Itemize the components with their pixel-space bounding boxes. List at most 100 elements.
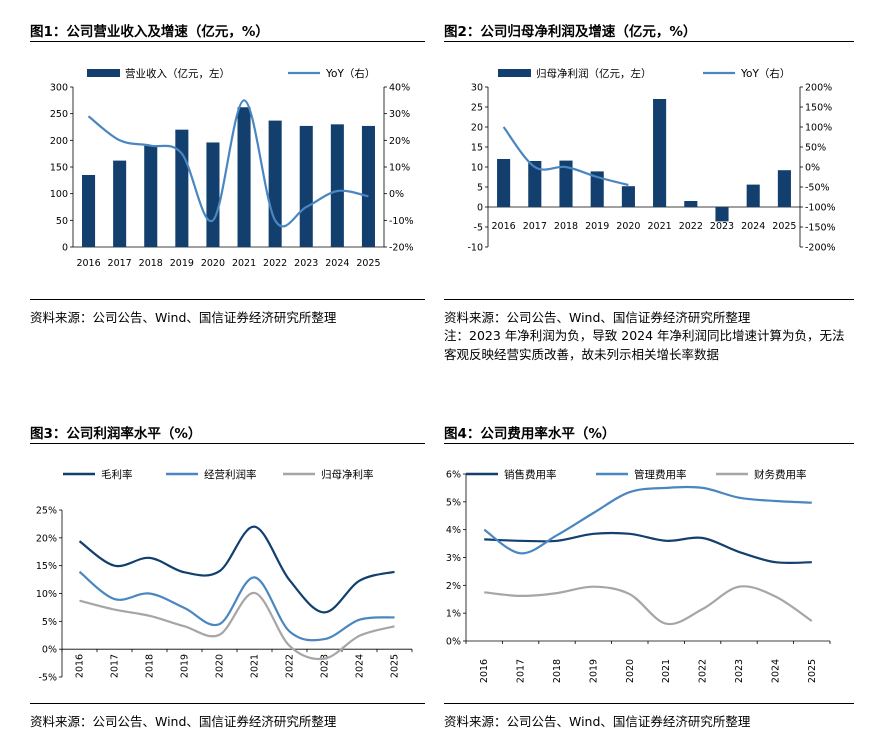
c1-left-tick-label: 300 <box>50 83 68 94</box>
c4-y-tick-label: 3% <box>446 553 461 564</box>
c4-category-label: 2021 <box>661 659 672 683</box>
c2-category-label: 2024 <box>741 221 765 232</box>
c2-legend-bar-swatch <box>498 69 531 77</box>
c2-bar <box>684 201 698 207</box>
c3-y-tick-label: 0% <box>42 645 57 656</box>
chart1-source: 资料来源：公司公告、Wind、国信证券经济研究所整理 <box>30 310 337 325</box>
c3-category-label: 2017 <box>110 654 121 678</box>
c1-yoy-line <box>87 99 369 228</box>
c4-series-line <box>484 531 812 565</box>
c3-category-label: 2018 <box>145 654 156 678</box>
divider <box>444 41 854 42</box>
divider <box>30 299 425 300</box>
c2-category-label: 2018 <box>554 221 578 232</box>
c4-category-label: 2016 <box>479 659 490 683</box>
chart2-title: 图2：公司归母净利润及增速（亿元，%） <box>444 24 697 40</box>
divider <box>30 703 425 704</box>
c2-left-tick-label: 25 <box>471 103 483 114</box>
c3-y-tick-label: 20% <box>36 533 57 544</box>
c1-right-tick-label: 30% <box>389 109 410 120</box>
c4-legend-label: 销售费用率 <box>504 468 557 481</box>
c3-category-label: 2025 <box>390 654 401 678</box>
c1-category-label: 2021 <box>232 258 256 269</box>
c3-category-label: 2021 <box>250 654 261 678</box>
c2-right-tick-label: 0% <box>805 163 820 174</box>
c3-category-label: 2024 <box>355 654 366 678</box>
c3-series-line <box>79 591 395 661</box>
c2-category-label: 2021 <box>648 221 672 232</box>
c1-bar <box>330 124 344 247</box>
c4-category-label: 2018 <box>552 659 563 683</box>
chart2-source: 资料来源：公司公告、Wind、国信证券经济研究所整理 <box>444 310 751 325</box>
c1-category-label: 2018 <box>139 258 163 269</box>
c2-category-label: 2020 <box>616 221 640 232</box>
c3-category-label: 2022 <box>285 654 296 678</box>
c2-legend-line-label: YoY（右） <box>740 67 790 80</box>
c3-series-line <box>78 570 395 642</box>
c4-y-tick-label: 1% <box>446 609 461 620</box>
c2-right-tick-label: -100% <box>805 203 836 214</box>
c4-category-label: 2019 <box>588 659 599 683</box>
c3-y-tick-label: 5% <box>42 617 57 628</box>
c1-category-label: 2016 <box>76 258 100 269</box>
c4-category-label: 2024 <box>770 659 781 683</box>
c1-legend-line-label: YoY（右） <box>325 67 375 80</box>
c1-right-tick-label: -10% <box>389 216 414 227</box>
c4-legend-label: 管理费用率 <box>634 468 687 481</box>
c1-bar <box>113 160 127 247</box>
c4-category-label: 2022 <box>698 659 709 683</box>
c4-y-tick-label: 6% <box>446 470 461 481</box>
c2-bar <box>653 99 667 207</box>
c2-left-tick-label: 30 <box>471 83 483 94</box>
c2-left-tick-label: 15 <box>471 143 483 154</box>
c1-bar <box>82 175 96 247</box>
c3-y-tick-label: 25% <box>36 506 57 517</box>
c1-category-label: 2024 <box>325 258 349 269</box>
c1-right-tick-label: 0% <box>389 189 404 200</box>
chart3-title: 图3：公司利润率水平（%） <box>30 426 202 442</box>
c2-right-tick-label: -150% <box>805 223 836 234</box>
c3-category-label: 2020 <box>215 654 226 678</box>
c1-category-label: 2019 <box>170 258 194 269</box>
c3-legend-label: 经营利润率 <box>204 468 257 481</box>
c2-left-tick-label: 20 <box>471 123 483 134</box>
c1-category-label: 2025 <box>356 258 380 269</box>
c2-left-tick-label: -10 <box>467 243 483 254</box>
c4-category-label: 2023 <box>734 659 745 683</box>
c1-left-tick-label: 50 <box>56 216 68 227</box>
c4-y-tick-label: 5% <box>446 497 461 508</box>
c2-right-tick-label: 150% <box>805 103 832 114</box>
c2-category-label: 2022 <box>679 221 703 232</box>
divider <box>30 41 425 42</box>
c1-left-tick-label: 250 <box>50 109 68 120</box>
c1-left-tick-label: 150 <box>50 163 68 174</box>
chart3-source: 资料来源：公司公告、Wind、国信证券经济研究所整理 <box>30 714 337 729</box>
c3-y-tick-label: 10% <box>36 589 57 600</box>
c4-category-label: 2020 <box>625 659 636 683</box>
c3-category-label: 2016 <box>75 654 86 678</box>
c2-right-tick-label: 50% <box>805 143 826 154</box>
c2-right-tick-label: 100% <box>805 123 832 134</box>
c2-category-label: 2025 <box>772 221 796 232</box>
c2-category-label: 2019 <box>585 221 609 232</box>
c1-bar <box>206 142 220 247</box>
c2-legend-bar-label: 归母净利润（亿元，左） <box>536 67 652 80</box>
c3-legend-label: 毛利率 <box>101 468 133 481</box>
c4-series-line <box>483 485 812 555</box>
c1-category-label: 2020 <box>201 258 225 269</box>
c1-left-tick-label: 200 <box>50 136 68 147</box>
c1-bar <box>144 145 158 247</box>
c4-category-label: 2025 <box>807 659 818 683</box>
chart4-source: 资料来源：公司公告、Wind、国信证券经济研究所整理 <box>444 714 751 729</box>
c1-right-tick-label: 20% <box>389 136 410 147</box>
divider <box>444 443 854 444</box>
c3-series-line <box>78 525 395 614</box>
c2-bar <box>746 184 760 207</box>
divider <box>444 703 854 704</box>
c3-legend-label: 归母净利率 <box>321 468 374 481</box>
c4-category-label: 2017 <box>516 659 527 683</box>
c1-category-label: 2022 <box>263 258 287 269</box>
c3-category-label: 2023 <box>320 654 331 678</box>
c2-left-tick-label: 0 <box>477 203 483 214</box>
